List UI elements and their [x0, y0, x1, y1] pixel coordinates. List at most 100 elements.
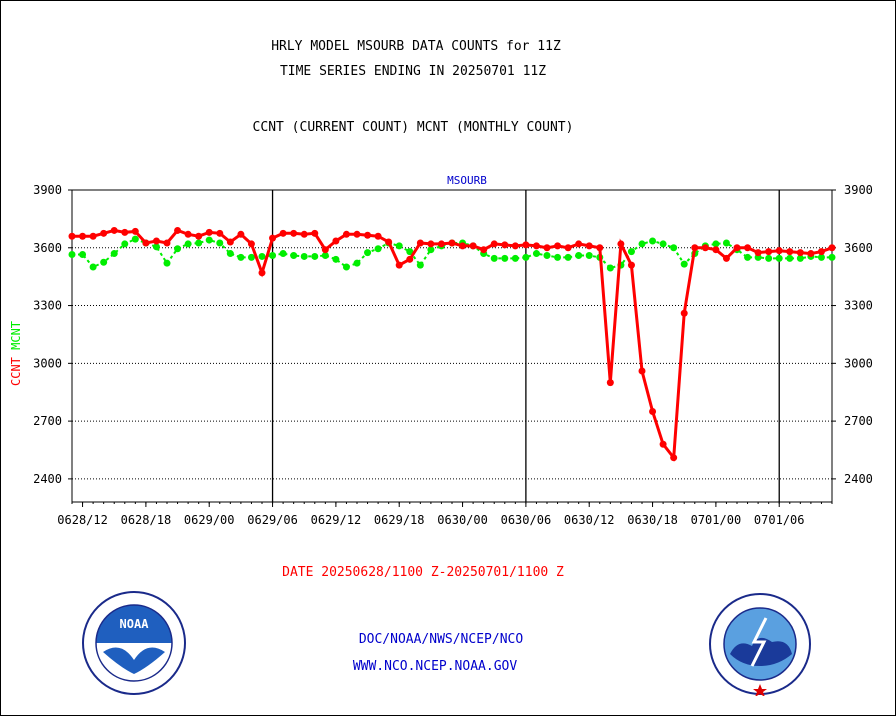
data-point-ccnt	[543, 244, 551, 252]
data-point-ccnt	[480, 246, 488, 254]
data-point-mcnt	[754, 253, 762, 261]
data-point-mcnt	[670, 244, 678, 252]
data-point-ccnt	[290, 229, 298, 237]
y-tick-label-right: 3000	[844, 356, 873, 370]
x-tick-label: 0701/00	[691, 513, 742, 527]
data-point-ccnt	[459, 242, 467, 250]
data-point-mcnt	[269, 251, 277, 259]
x-tick-label: 0628/12	[57, 513, 108, 527]
data-point-ccnt	[606, 379, 614, 387]
data-point-mcnt	[796, 254, 804, 262]
data-point-ccnt	[680, 309, 688, 317]
data-point-mcnt	[680, 260, 688, 268]
data-point-ccnt	[437, 240, 445, 248]
data-point-ccnt	[638, 367, 646, 375]
data-point-mcnt	[374, 245, 382, 253]
data-point-ccnt	[427, 240, 435, 248]
date-range-label: DATE 20250628/1100 Z-20250701/1100 Z	[282, 565, 564, 580]
data-point-ccnt	[226, 238, 234, 246]
x-tick-label: 0628/18	[121, 513, 172, 527]
y-axis-label-ccnt: CCNT	[9, 350, 23, 386]
data-point-ccnt	[469, 242, 477, 250]
data-point-ccnt	[754, 249, 762, 257]
data-point-mcnt	[564, 253, 572, 261]
data-point-ccnt	[817, 248, 825, 256]
data-point-mcnt	[638, 240, 646, 248]
data-point-ccnt	[733, 244, 741, 252]
chart-subtitle: CCNT (CURRENT COUNT) MCNT (MONTHLY COUNT…	[252, 120, 574, 135]
data-point-mcnt	[511, 254, 519, 262]
data-point-mcnt	[195, 239, 203, 247]
data-point-mcnt	[427, 246, 435, 254]
data-point-mcnt	[332, 255, 340, 263]
data-point-ccnt	[269, 234, 277, 242]
data-point-mcnt	[817, 253, 825, 261]
data-point-ccnt	[712, 246, 720, 254]
data-point-mcnt	[247, 253, 255, 261]
data-point-ccnt	[321, 246, 329, 254]
data-point-ccnt	[532, 242, 540, 250]
data-point-mcnt	[131, 235, 139, 243]
y-tick-label: 3000	[33, 356, 62, 370]
data-point-mcnt	[406, 248, 414, 256]
data-point-mcnt	[237, 253, 245, 261]
data-point-mcnt	[606, 264, 614, 272]
data-point-ccnt	[786, 248, 794, 256]
data-point-mcnt	[342, 263, 350, 271]
data-point-ccnt	[110, 226, 118, 234]
y-tick-label-right: 2400	[844, 472, 873, 486]
data-point-mcnt	[416, 261, 424, 269]
noaa-logo-text: NOAA	[120, 617, 150, 631]
data-point-mcnt	[627, 248, 635, 256]
data-point-mcnt	[163, 259, 171, 267]
data-point-ccnt	[575, 240, 583, 248]
data-point-mcnt	[205, 236, 213, 244]
x-tick-label: 0629/18	[374, 513, 425, 527]
chart-title-line1: HRLY MODEL MSOURB DATA COUNTS for 11Z	[271, 39, 561, 54]
org-path-label: DOC/NOAA/NWS/NCEP/NCO	[358, 632, 524, 647]
website-link[interactable]: WWW.NCO.NCEP.NOAA.GOV	[352, 659, 518, 674]
data-point-ccnt	[100, 229, 108, 237]
y-tick-label: 2700	[33, 414, 62, 428]
data-point-mcnt	[585, 251, 593, 259]
data-point-mcnt	[712, 240, 720, 248]
data-point-mcnt	[364, 249, 372, 257]
data-point-ccnt	[691, 244, 699, 252]
y-tick-label-right: 3900	[844, 183, 873, 197]
data-point-ccnt	[163, 239, 171, 247]
data-point-ccnt	[174, 226, 182, 234]
data-point-mcnt	[765, 254, 773, 262]
data-point-ccnt	[385, 238, 393, 246]
data-point-mcnt	[659, 240, 667, 248]
data-point-ccnt	[617, 240, 625, 248]
data-point-ccnt	[79, 232, 87, 240]
data-point-mcnt	[279, 250, 287, 258]
y-tick-label: 2400	[33, 472, 62, 486]
data-point-mcnt	[532, 250, 540, 258]
data-point-ccnt	[89, 232, 97, 240]
data-point-ccnt	[670, 454, 678, 462]
data-point-mcnt	[152, 243, 160, 251]
data-point-ccnt	[237, 230, 245, 238]
data-point-mcnt	[174, 245, 182, 253]
y-tick-label-right: 3600	[844, 241, 873, 255]
data-point-mcnt	[828, 253, 836, 261]
data-point-mcnt	[216, 239, 224, 247]
data-point-mcnt	[575, 251, 583, 259]
data-point-ccnt	[152, 237, 160, 245]
data-point-mcnt	[226, 250, 234, 258]
data-point-mcnt	[649, 237, 657, 245]
data-point-mcnt	[353, 259, 361, 267]
data-point-ccnt	[68, 232, 76, 240]
y-axis-label: CCNT MCNT	[9, 321, 23, 386]
data-point-ccnt	[184, 230, 192, 238]
y-tick-label: 3900	[33, 183, 62, 197]
data-point-ccnt	[279, 229, 287, 237]
data-point-ccnt	[522, 241, 530, 249]
data-point-mcnt	[554, 253, 562, 261]
plot-title: MSOURB	[447, 174, 487, 187]
data-point-ccnt	[364, 231, 372, 239]
data-point-ccnt	[131, 227, 139, 235]
data-point-mcnt	[321, 251, 329, 259]
x-tick-label: 0629/12	[311, 513, 362, 527]
